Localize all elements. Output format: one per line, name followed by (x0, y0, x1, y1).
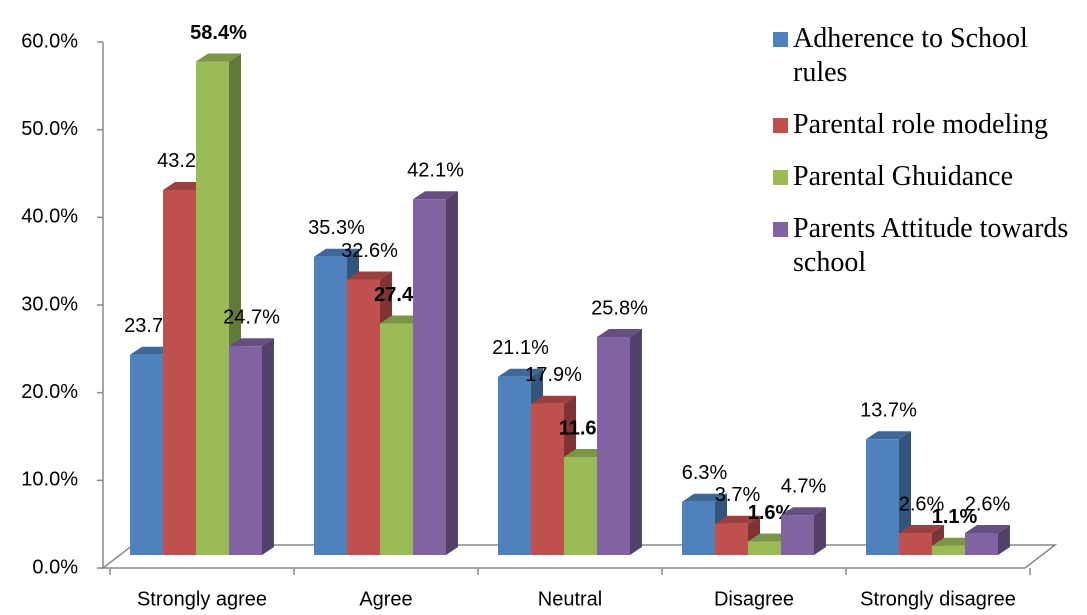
bar-face (866, 439, 899, 555)
bar-face (413, 199, 446, 555)
bar-face (262, 338, 274, 555)
bar (597, 328, 642, 555)
bar-face (163, 189, 196, 555)
bar-face (781, 515, 814, 555)
bar-face (682, 501, 715, 555)
bar-face (380, 323, 413, 555)
bar-face (748, 541, 781, 555)
bar-face (413, 191, 458, 200)
legend-swatch (773, 32, 788, 47)
bar-face (932, 545, 965, 555)
bar-face (781, 507, 826, 516)
value-label: 58.4% (190, 22, 247, 44)
bar-face (347, 279, 380, 555)
value-label: 2.6% (965, 493, 1011, 515)
bar-face (314, 248, 359, 257)
bar-face (564, 456, 597, 555)
legend-swatch (773, 222, 788, 237)
y-tick-label: 20.0% (21, 381, 78, 403)
legend-label: Adherence to School rules (793, 23, 1028, 88)
bar-face (531, 403, 564, 555)
x-tick-label: Disagree (714, 588, 794, 610)
legend-swatch (773, 170, 788, 185)
bar-face (498, 376, 531, 555)
legend-item: Parental Ghuidance (773, 160, 1083, 194)
x-tick-label: Agree (359, 588, 412, 610)
value-label: 6.3% (682, 462, 728, 484)
legend-item: Adherence to School rules (773, 22, 1083, 90)
bar-face (314, 256, 347, 555)
bar-face (899, 533, 932, 555)
bar-face (531, 395, 576, 404)
value-label: 2.6% (899, 493, 945, 515)
bar-face (715, 523, 748, 555)
bar (866, 431, 911, 555)
y-tick-label: 30.0% (21, 293, 78, 315)
bar (965, 525, 1010, 555)
bar (781, 507, 826, 555)
value-label: 35.3% (308, 217, 365, 239)
legend-item: Parents Attitude towards school (773, 212, 1083, 280)
bar-face (715, 515, 760, 524)
bar-face (597, 336, 630, 555)
y-tick-label: 10.0% (21, 469, 78, 491)
legend-swatch (773, 118, 788, 133)
legend-item: Parental role modeling (773, 108, 1083, 142)
value-label: 17.9% (525, 364, 582, 386)
value-label: 21.1% (492, 337, 549, 359)
bar-face (965, 525, 1010, 534)
value-label: 4.7% (781, 476, 827, 498)
bar-face (866, 431, 911, 440)
legend-label: Parental Ghuidance (793, 161, 1014, 192)
x-tick-label: Strongly disagree (860, 588, 1016, 610)
value-label: 25.8% (591, 297, 648, 319)
bar-face (229, 346, 262, 555)
floor (100, 544, 1058, 569)
value-label: 32.6% (341, 240, 398, 262)
bar-face (899, 431, 911, 555)
x-tick-label: Neutral (538, 588, 602, 610)
y-tick-label: 60.0% (21, 30, 78, 52)
bar-face (998, 525, 1010, 555)
bar-face (682, 493, 727, 502)
bar (413, 191, 458, 555)
bar-face (446, 191, 458, 555)
y-tick-label: 40.0% (21, 206, 78, 228)
value-label: 42.1% (407, 160, 464, 182)
bar-face (196, 53, 241, 62)
y-tick-label: 50.0% (21, 118, 78, 140)
x-tick-label: Strongly agree (137, 588, 267, 610)
value-label: 1.1% (932, 506, 978, 528)
bar-face (196, 61, 229, 556)
legend-label: Parents Attitude towards school (793, 213, 1069, 278)
bar-face (229, 338, 274, 347)
bar-face (630, 328, 642, 555)
bar-face (597, 328, 642, 337)
bar-face (899, 525, 944, 534)
bar (229, 338, 274, 555)
legend-label: Parental role modeling (793, 109, 1049, 140)
y-tick-label: 0.0% (32, 556, 78, 578)
value-label: 24.7% (223, 307, 280, 329)
value-label: 13.7% (860, 400, 917, 422)
bar-face (498, 368, 543, 377)
value-label: 3.7% (715, 484, 761, 506)
legend: Adherence to School rules Parental role m… (773, 22, 1083, 298)
bar-face (814, 507, 826, 555)
bar-face (130, 354, 163, 555)
bar-face (965, 533, 998, 555)
bar-face (347, 271, 392, 280)
